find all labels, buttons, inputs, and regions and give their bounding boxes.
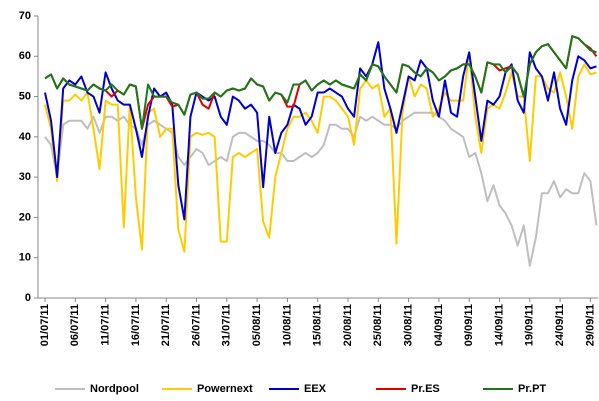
x-tick-label: 14/09/11 [493, 304, 505, 346]
y-tick-label: 0 [25, 292, 31, 304]
x-tick-label: 11/07/11 [100, 304, 112, 346]
y-tick-label: 10 [19, 252, 31, 264]
x-tick-label: 20/08/11 [342, 304, 354, 346]
x-tick-label: 05/08/11 [251, 304, 263, 346]
legend-label: Pr.ES [411, 383, 440, 395]
x-tick-label: 16/07/11 [130, 304, 142, 346]
y-tick-label: 60 [19, 50, 31, 62]
series-line [44, 41, 597, 221]
series-line [44, 51, 597, 253]
x-tick-label: 29/09/11 [584, 304, 596, 346]
x-tick-label: 09/09/11 [463, 304, 475, 346]
x-tick-label: 31/07/11 [221, 304, 233, 346]
y-tick-label: 20 [19, 211, 31, 223]
series-line [44, 35, 597, 130]
x-tick-label: 30/08/11 [403, 304, 415, 346]
y-tick-label: 50 [19, 90, 31, 102]
x-tick-label: 24/09/11 [554, 304, 566, 346]
x-tick-label: 04/09/11 [433, 304, 445, 346]
x-tick-label: 10/08/11 [281, 304, 293, 346]
x-tick-label: 06/07/11 [69, 304, 81, 346]
x-tick-label: 25/08/11 [372, 304, 384, 346]
legend-label: Pr.PT [518, 383, 546, 395]
legend-label: Powernext [197, 383, 253, 395]
x-tick-label: 01/07/11 [39, 304, 51, 346]
x-tick-label: 19/09/11 [524, 304, 536, 346]
y-tick-label: 30 [19, 171, 31, 183]
y-tick-label: 40 [19, 131, 31, 143]
legend-label: EEX [304, 383, 327, 395]
x-tick-label: 15/08/11 [312, 304, 324, 346]
x-tick-label: 21/07/11 [160, 304, 172, 346]
legend-label: Nordpool [90, 383, 139, 395]
y-tick-label: 70 [19, 10, 31, 22]
x-tick-label: 26/07/11 [190, 304, 202, 346]
